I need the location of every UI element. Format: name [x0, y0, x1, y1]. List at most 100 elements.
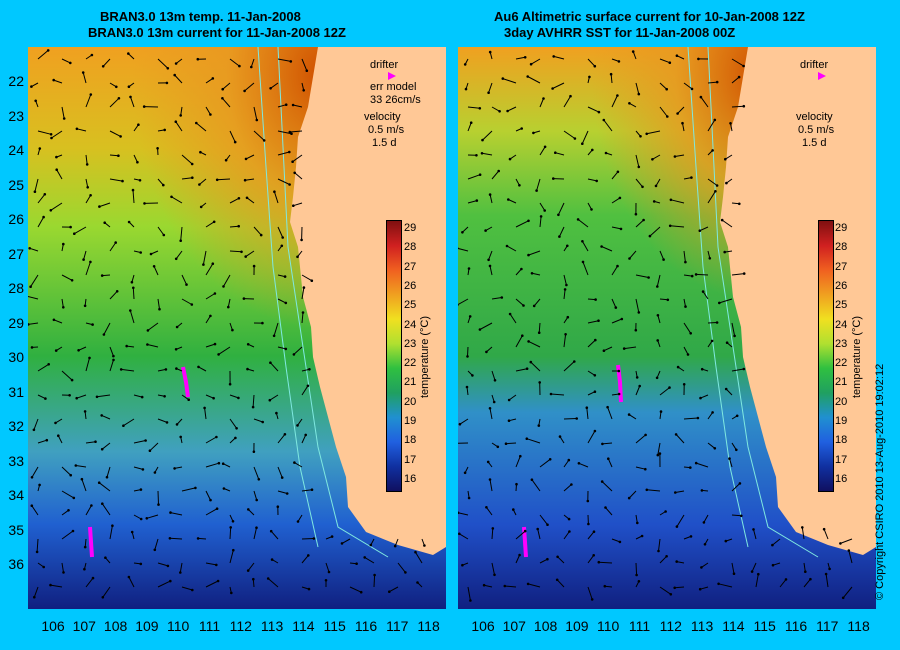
current-arrow [700, 586, 709, 590]
colorbar-tick-label: 26 [835, 279, 848, 292]
current-arrow-head [148, 449, 152, 453]
current-arrow-head [604, 506, 607, 509]
current-arrow-head [824, 572, 828, 576]
y-axis-label: 31 [8, 383, 24, 400]
current-arrow-head [213, 292, 217, 295]
current-arrow-head [373, 573, 376, 577]
current-arrow-head [593, 374, 597, 377]
current-arrow [696, 273, 709, 276]
current-arrow [467, 346, 469, 357]
current-arrow [101, 442, 111, 450]
current-arrow-head [290, 132, 293, 135]
current-arrow-head [55, 155, 58, 159]
current-arrow [84, 538, 87, 548]
legend-err-value: 33 26cm/s [370, 94, 421, 106]
current-arrow [587, 106, 600, 113]
colorbar-tick-label: 19 [835, 415, 848, 427]
current-arrow [803, 578, 811, 588]
current-arrow [563, 334, 567, 348]
current-arrow [61, 466, 72, 476]
current-arrow [29, 247, 39, 252]
current-arrow-head [132, 286, 135, 290]
colorbar-tick-label: 28 [835, 241, 848, 254]
current-arrow-head [196, 57, 200, 61]
current-arrow-head [689, 332, 692, 335]
current-arrow [530, 361, 541, 372]
current-arrow [174, 74, 183, 84]
current-arrow [101, 414, 111, 420]
current-arrow [157, 490, 159, 505]
current-arrow-head [50, 136, 53, 140]
current-arrow-head [255, 526, 258, 529]
current-arrow-head [637, 92, 641, 96]
x-axis-label: 116 [784, 618, 808, 634]
current-arrow [109, 346, 114, 357]
current-arrow [50, 202, 63, 211]
x-axis-label: 114 [292, 618, 315, 634]
current-arrow-head [558, 435, 562, 438]
current-arrow [61, 509, 69, 516]
current-arrow-head [101, 65, 105, 68]
y-axis-label: 25 [8, 176, 24, 193]
current-arrow-head [75, 396, 78, 400]
current-arrow-head [144, 439, 147, 442]
current-arrow-head [481, 138, 484, 142]
current-arrow-head [717, 582, 720, 586]
current-arrow [587, 178, 597, 182]
current-arrow-head [283, 275, 287, 278]
current-arrow-head [742, 104, 746, 108]
current-arrow [488, 82, 493, 93]
current-arrow [171, 196, 183, 204]
current-arrow-head [259, 233, 263, 237]
current-arrow-head [458, 303, 459, 307]
current-arrow-head [527, 340, 530, 343]
current-arrow-head [275, 411, 278, 415]
current-arrow-head [138, 179, 142, 182]
current-arrow [489, 408, 493, 420]
current-arrow [217, 178, 231, 181]
current-arrow-head [217, 461, 221, 465]
current-arrow [539, 146, 546, 156]
current-arrow-head [285, 492, 289, 495]
current-arrow-head [587, 522, 590, 526]
current-arrow-head [94, 440, 97, 444]
current-arrow [85, 195, 92, 204]
current-arrow-head [221, 97, 224, 100]
current-arrow-head [38, 483, 41, 487]
current-arrow [515, 335, 523, 348]
current-arrow [37, 130, 52, 135]
current-arrow-head [458, 422, 462, 426]
current-arrow [538, 322, 541, 333]
current-arrow-head [669, 593, 673, 596]
current-arrow-head [757, 572, 760, 576]
current-arrow-head [742, 64, 745, 68]
current-arrow [57, 435, 63, 444]
current-arrow [659, 106, 668, 117]
current-arrow [106, 466, 111, 478]
current-arrow [515, 456, 521, 468]
current-arrow-head [505, 244, 509, 248]
current-arrow [181, 177, 193, 180]
current-arrow [539, 202, 546, 211]
colorbar-tick-label: 16 [835, 472, 848, 485]
current-arrow-head [549, 392, 553, 396]
current-arrow [229, 550, 234, 564]
current-arrow-head [458, 511, 460, 515]
current-arrow [587, 586, 593, 600]
current-arrow [577, 219, 589, 228]
current-arrow-head [732, 572, 736, 575]
current-arrow [603, 346, 613, 352]
current-arrow-head [715, 321, 719, 324]
current-arrow [85, 505, 92, 516]
current-arrow-head [73, 232, 76, 235]
current-arrow [611, 197, 621, 204]
current-arrow-head [359, 590, 363, 594]
current-arrow [467, 586, 471, 601]
current-arrow-head [478, 173, 482, 176]
current-arrow [245, 250, 255, 258]
current-arrow [515, 530, 526, 540]
current-arrow [683, 417, 698, 420]
current-arrow-head [573, 137, 577, 140]
current-arrow-head [735, 414, 739, 418]
current-arrow-head [637, 580, 641, 583]
